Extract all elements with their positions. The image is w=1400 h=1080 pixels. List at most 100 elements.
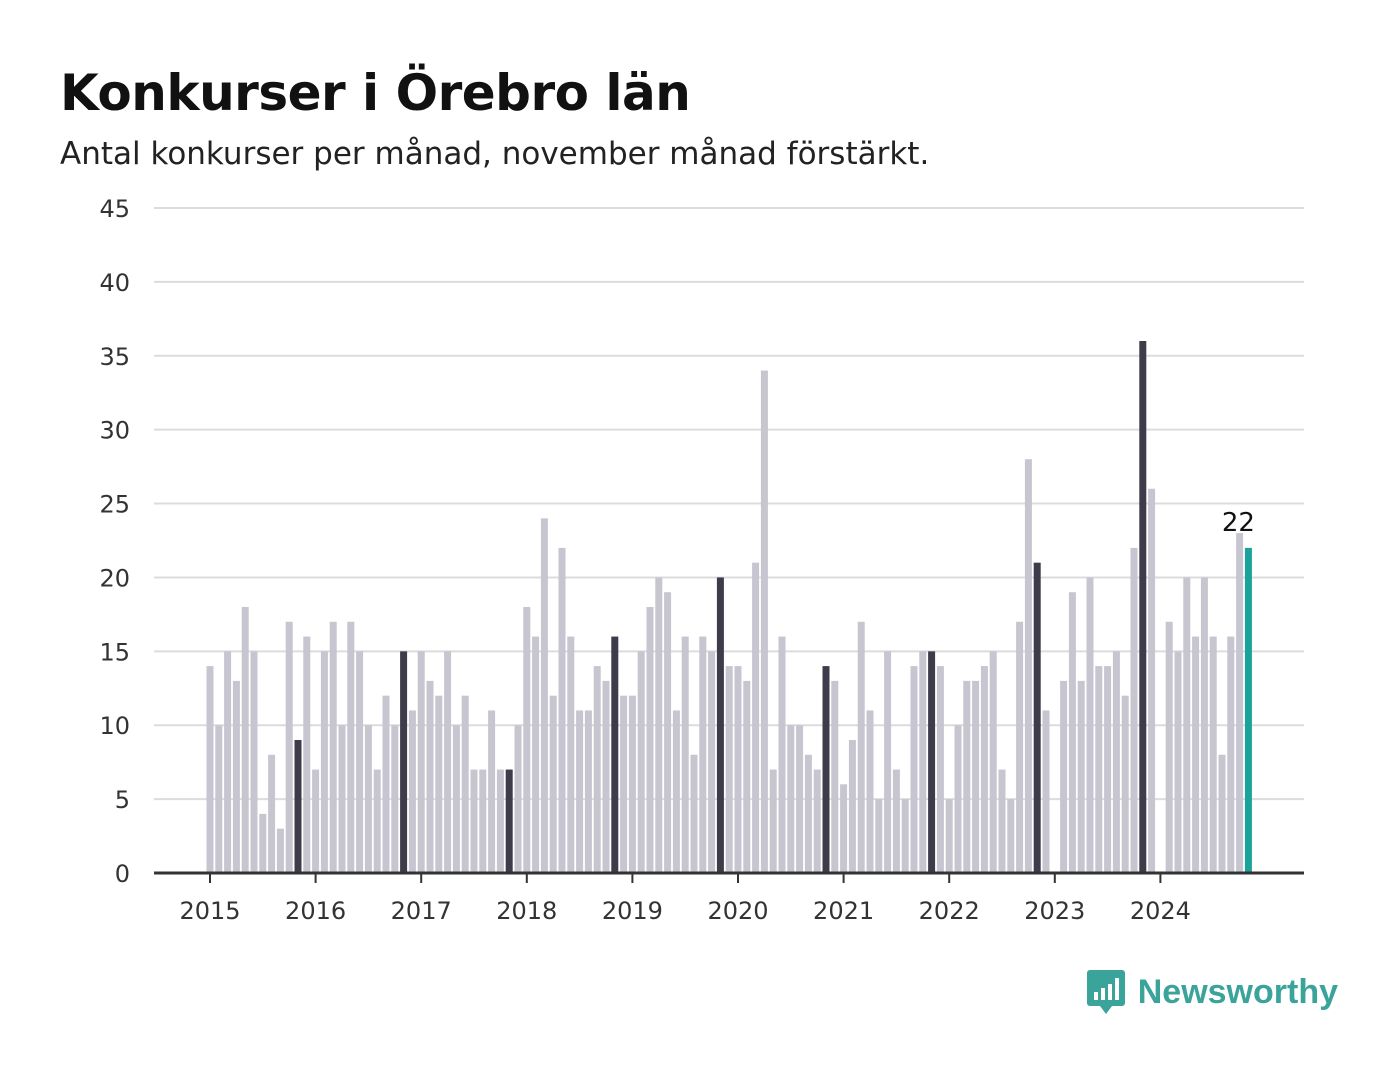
bar	[716, 577, 724, 873]
bar	[980, 666, 988, 873]
bar	[954, 725, 962, 873]
bar	[215, 725, 223, 873]
bar	[576, 710, 584, 873]
bar	[1068, 592, 1076, 873]
bar	[734, 666, 742, 873]
bar	[892, 769, 900, 873]
bar	[593, 666, 601, 873]
bar	[452, 725, 460, 873]
bar	[259, 813, 267, 873]
grid-lines	[154, 207, 1304, 801]
bar	[1148, 488, 1156, 873]
x-axis-ticks: 2015 2016 2017 2018 2019 2020 2021 2022 2023 2024	[179, 873, 1191, 925]
bar	[699, 636, 707, 873]
x-tick-label: 2023	[1024, 897, 1085, 925]
bar	[928, 651, 936, 873]
x-tick-label: 2016	[285, 897, 346, 925]
bar	[382, 695, 390, 873]
bar	[488, 710, 496, 873]
newsworthy-logo-icon	[1086, 970, 1125, 1014]
bar	[690, 754, 698, 873]
bar	[584, 710, 592, 873]
x-tick-label: 2024	[1130, 897, 1191, 925]
bar	[945, 799, 953, 873]
bars	[206, 341, 1252, 873]
x-tick-label: 2019	[602, 897, 663, 925]
bar	[875, 799, 883, 873]
bar	[1209, 636, 1217, 873]
brand-name: Newsworthy	[1137, 972, 1338, 1011]
bar	[936, 666, 944, 873]
bar	[479, 769, 487, 873]
x-tick-label: 2022	[919, 897, 980, 925]
bar	[769, 769, 777, 873]
bar	[725, 666, 733, 873]
bar	[1244, 547, 1252, 873]
bar	[1016, 621, 1024, 873]
bar	[637, 651, 645, 873]
bar	[1165, 621, 1173, 873]
bar	[347, 621, 355, 873]
bar	[1112, 651, 1120, 873]
bar	[1121, 695, 1129, 873]
bar	[708, 651, 716, 873]
bar	[1139, 341, 1147, 873]
bar	[540, 518, 548, 873]
bar	[285, 621, 293, 873]
bar	[752, 562, 760, 873]
y-axis-ticks: 0 5 10 15 20 25 30 35 40 45	[99, 195, 130, 888]
bar	[1086, 577, 1094, 873]
bar	[303, 636, 311, 873]
bar	[760, 370, 768, 873]
bar	[813, 769, 821, 873]
bar	[1236, 533, 1244, 873]
bar	[268, 754, 276, 873]
bar	[426, 680, 434, 873]
bar	[822, 666, 830, 873]
bar	[356, 651, 364, 873]
chart-subtitle: Antal konkurser per månad, november måna…	[60, 136, 930, 172]
bar	[611, 636, 619, 873]
bar	[505, 769, 513, 873]
bar	[1227, 636, 1235, 873]
bar	[743, 680, 751, 873]
bar	[831, 680, 839, 873]
bar	[884, 651, 892, 873]
bar	[1042, 710, 1050, 873]
bar	[408, 710, 416, 873]
bar	[840, 784, 848, 873]
bar	[312, 769, 320, 873]
bar	[1200, 577, 1208, 873]
bar	[672, 710, 680, 873]
bar	[364, 725, 372, 873]
bar	[373, 769, 381, 873]
bar	[523, 607, 531, 873]
y-tick-label: 5	[115, 786, 130, 814]
bar	[989, 651, 997, 873]
bar	[1104, 666, 1112, 873]
bar	[646, 607, 654, 873]
bar	[558, 547, 566, 873]
bar	[655, 577, 663, 873]
bar	[1218, 754, 1226, 873]
bar	[276, 828, 284, 873]
x-tick-label: 2021	[813, 897, 874, 925]
bar	[910, 666, 918, 873]
bar	[1077, 680, 1085, 873]
bar	[1024, 459, 1032, 873]
bar	[400, 651, 408, 873]
bar	[232, 680, 240, 873]
bar	[329, 621, 337, 873]
bar	[628, 695, 636, 873]
chart-title: Konkurser i Örebro län	[60, 64, 691, 122]
bar	[1095, 666, 1103, 873]
bar	[963, 680, 971, 873]
bar	[549, 695, 557, 873]
bar	[787, 725, 795, 873]
y-tick-label: 25	[99, 491, 130, 519]
bar	[391, 725, 399, 873]
bar	[998, 769, 1006, 873]
latest-value-label: 22	[1222, 508, 1255, 538]
x-tick-label: 2018	[496, 897, 557, 925]
bar	[972, 680, 980, 873]
